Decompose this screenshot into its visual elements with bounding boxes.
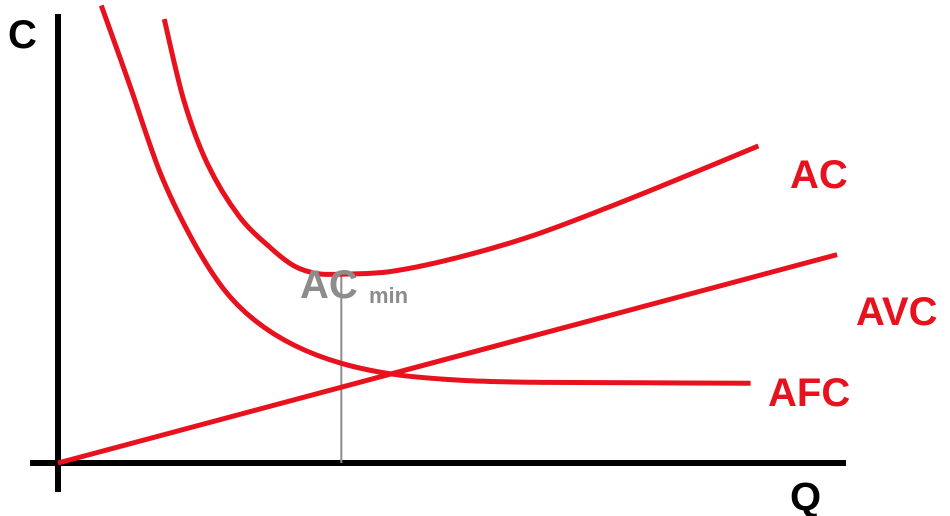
series-label-avc: AVC — [856, 290, 937, 334]
series-line-afc — [98, 4, 751, 386]
ac-min-annotation-main: AC — [300, 263, 358, 307]
series-line-ac — [161, 18, 760, 277]
series-label-ac: AC — [790, 153, 848, 197]
x-axis-label: Q — [790, 475, 821, 516]
series-label-afc: AFC — [768, 371, 850, 415]
series-line-avc — [57, 252, 838, 466]
y-axis-label: C — [8, 13, 37, 57]
ac-min-annotation-sub: min — [369, 283, 408, 308]
